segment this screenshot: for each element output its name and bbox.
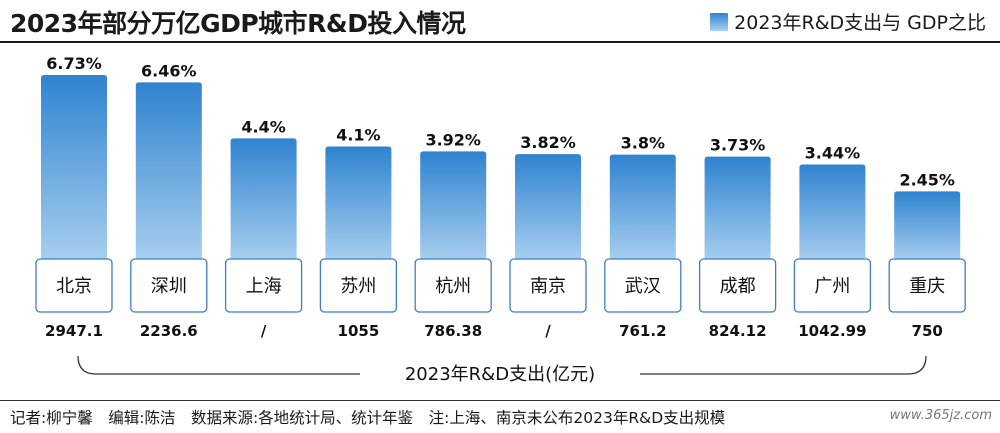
rd-expenditure-value: 2236.6 (140, 322, 198, 340)
rd-expenditure-value: 750 (912, 322, 943, 340)
city-box (793, 258, 872, 313)
legend-swatch (710, 12, 729, 31)
bar (799, 164, 866, 262)
city-label: 武汉 (625, 276, 661, 297)
bar-value-label: 3.92% (425, 130, 481, 149)
rd-expenditure-value: 2947.1 (45, 322, 103, 340)
bar (420, 151, 487, 262)
rd-expenditure-value: 1055 (338, 322, 380, 340)
rd-expenditure-axis-label: 2023年R&D支出(亿元) (405, 364, 595, 385)
city-label: 上海 (246, 276, 282, 297)
bar (325, 146, 392, 262)
city-box (35, 258, 113, 313)
bar (230, 138, 297, 262)
rd-expenditure-value: 761.2 (619, 322, 666, 340)
city-box (224, 258, 303, 313)
bar (41, 75, 107, 262)
rd-axis-bracket: 2023年R&D支出(亿元) (77, 355, 927, 385)
city-box (888, 258, 966, 313)
rd-expenditure-value: / (261, 322, 267, 340)
city-label: 深圳 (151, 276, 187, 297)
bar-value-label: 6.46% (141, 61, 197, 80)
bar (704, 156, 771, 262)
legend-label: 2023年R&D支出与 GDP之比 (734, 12, 986, 34)
bar (135, 82, 202, 262)
axis-bracket-line (77, 355, 927, 375)
bar-value-label: 3.82% (520, 133, 576, 152)
bar-value-label: 3.44% (805, 143, 861, 162)
title-divider (0, 41, 1000, 43)
bar (515, 154, 581, 262)
city-label: 南京 (530, 276, 566, 297)
city-box (414, 258, 492, 313)
bar-chart: 6.73% 北京 2947.1 6.46% 深圳 2236.6 4.4% 上海 / 4.1% 苏州 1… (35, 54, 966, 385)
city-box (604, 258, 682, 313)
city-label: 杭州 (435, 276, 471, 297)
rd-expenditure-value: 824.12 (709, 322, 767, 340)
footer-divider (0, 400, 1000, 401)
bar-value-label: 4.4% (241, 117, 285, 136)
city-label: 成都 (720, 276, 756, 297)
rd-expenditure-value: 786.38 (424, 322, 482, 340)
rd-expenditure-value: 1042.99 (798, 322, 866, 340)
bar-value-label: 3.8% (621, 134, 665, 153)
city-box (130, 258, 208, 313)
city-label: 北京 (56, 276, 92, 297)
legend: 2023年R&D支出与 GDP之比 (710, 8, 986, 35)
footer-credits: 记者:柳宁馨 编辑:陈洁 数据来源:各地统计局、统计年鉴 注:上海、南京未公布2… (10, 409, 726, 427)
city-box (698, 258, 777, 313)
bar-value-label: 2.45% (899, 170, 955, 189)
city-box (509, 258, 587, 313)
rd-expenditure-value: / (545, 322, 551, 340)
city-label: 重庆 (909, 276, 945, 297)
bar (894, 191, 961, 262)
bar-value-label: 4.1% (336, 126, 380, 145)
bar-value-label: 6.73% (46, 54, 102, 73)
watermark: www.365jz.com (889, 408, 992, 423)
chart-title: 2023年部分万亿GDP城市R&D投入情况 (10, 9, 466, 38)
city-label: 广州 (814, 276, 850, 297)
bar-value-label: 3.73% (710, 136, 766, 155)
city-box (319, 258, 398, 313)
bar (609, 154, 676, 262)
city-label: 苏州 (340, 276, 376, 297)
